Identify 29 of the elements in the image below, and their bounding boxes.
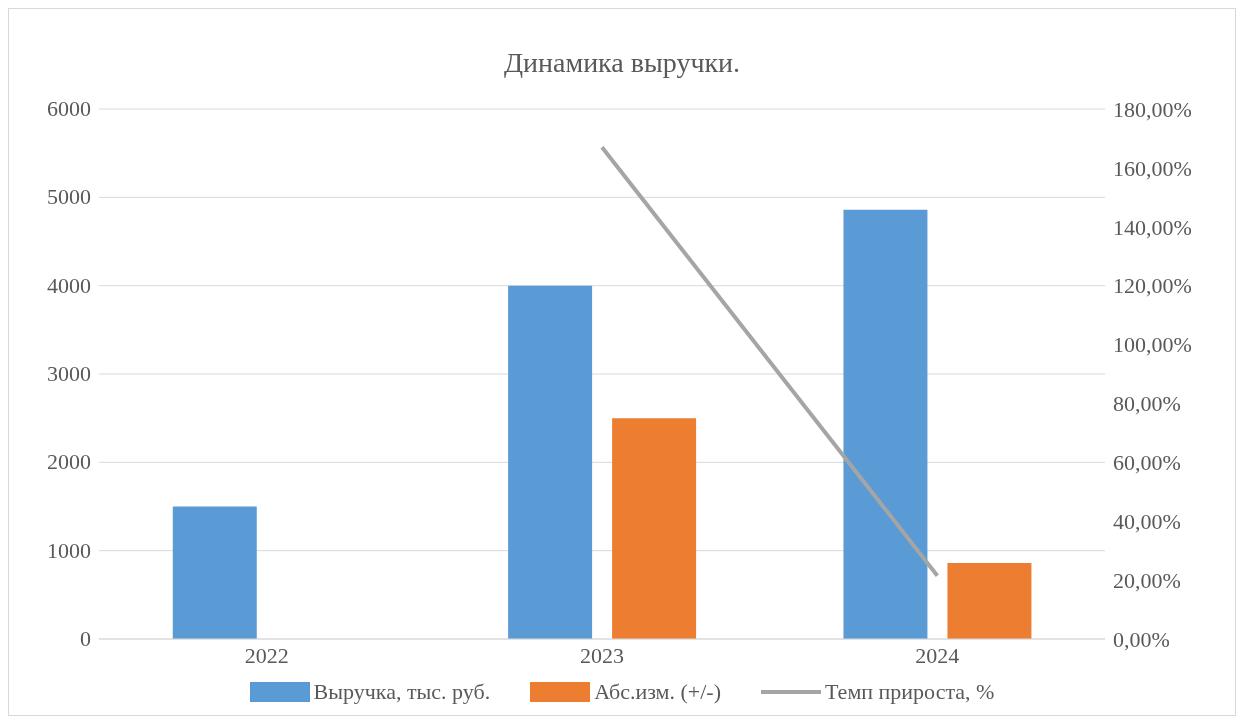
- y-tick-label: 2000: [47, 449, 91, 475]
- y-tick-label: 3000: [47, 361, 91, 386]
- y2-tick-label: 120,00%: [1113, 273, 1192, 299]
- x-tick-label: 2022: [244, 642, 289, 668]
- bar: [843, 209, 928, 639]
- bar: [612, 418, 697, 639]
- bar: [508, 285, 593, 639]
- legend-label: Темп прироста, %: [825, 679, 995, 705]
- y2-tick-label: 160,00%: [1113, 155, 1192, 181]
- y-tick-label: 0: [80, 626, 91, 651]
- x-tick-label: 2024: [915, 642, 960, 668]
- x-tick-label: 2023: [580, 642, 624, 668]
- bar: [947, 563, 1032, 639]
- y2-tick-label: 60,00%: [1113, 450, 1181, 476]
- y2-tick-label: 40,00%: [1113, 509, 1181, 535]
- chart-title: Динамика выручки.: [502, 46, 742, 80]
- bar: [172, 506, 257, 639]
- y-tick-label: 4000: [47, 272, 91, 298]
- y2-tick-label: 80,00%: [1113, 391, 1181, 417]
- legend-label: Выручка, тыс. руб.: [313, 679, 491, 705]
- y2-tick-label: 20,00%: [1113, 567, 1181, 593]
- y-tick-label: 1000: [47, 537, 91, 563]
- y2-tick-label: 180,00%: [1113, 96, 1192, 122]
- y-tick-label: 6000: [47, 96, 91, 121]
- y2-tick-label: 100,00%: [1113, 332, 1192, 358]
- legend-label: Абс.изм. (+/-): [594, 679, 722, 705]
- y-tick-label: 5000: [47, 184, 91, 210]
- y2-tick-label: 140,00%: [1113, 214, 1192, 240]
- y2-tick-label: 0,00%: [1113, 626, 1170, 652]
